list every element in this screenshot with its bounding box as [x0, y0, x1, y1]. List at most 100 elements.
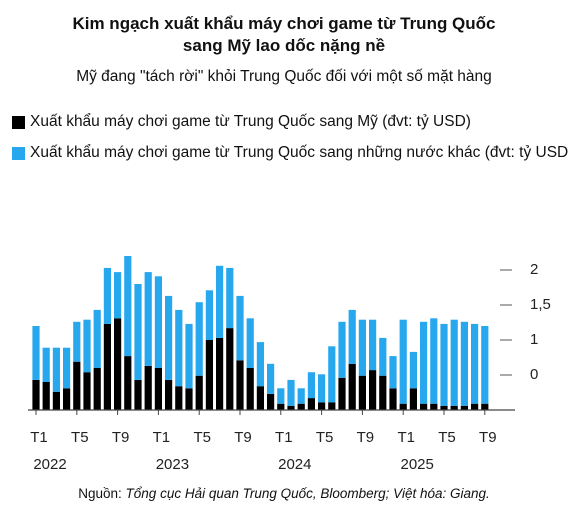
bar-segment	[226, 328, 234, 410]
bar-segment	[236, 295, 244, 361]
x-tick-label: T9	[357, 429, 375, 446]
x-tick-label: T1	[275, 429, 293, 446]
bar-segment	[195, 302, 203, 376]
bar-segment	[93, 368, 101, 410]
bar-segment	[338, 377, 346, 410]
bar-segment	[409, 388, 417, 410]
bar-segment	[471, 403, 479, 410]
bar-segment	[328, 346, 336, 403]
bar-segment	[246, 368, 254, 410]
bar-segment	[307, 398, 315, 410]
chart-subtitle: Mỹ đang "tách rời" khỏi Trung Quốc đối v…	[76, 68, 492, 85]
bar-segment	[420, 403, 428, 410]
bar-segment	[277, 403, 285, 410]
bar-segment	[165, 379, 173, 410]
x-tick-label: T1	[397, 429, 415, 446]
bar-segment	[216, 337, 224, 410]
bar-segment	[379, 337, 387, 376]
year-label: 2022	[33, 456, 66, 473]
bar-segment	[52, 391, 60, 410]
x-tick-label: T9	[479, 429, 497, 446]
bar-segment	[185, 323, 193, 389]
bar-segment	[318, 402, 326, 410]
bar-segment	[430, 318, 438, 404]
bar-segment	[114, 272, 122, 319]
bar-segment	[144, 272, 152, 366]
bar-segment	[287, 379, 295, 406]
bar-segment	[399, 403, 407, 410]
bar-segment	[328, 402, 336, 410]
bar-segment	[42, 382, 50, 410]
bar-segment	[216, 265, 224, 338]
chart-title: Kim ngạch xuất khẩu máy chơi game từ Tru…	[72, 14, 496, 33]
x-tick-label: T9	[112, 429, 130, 446]
x-tick-label: T5	[438, 429, 456, 446]
bar-segment	[450, 319, 458, 406]
bar-segment	[93, 309, 101, 368]
source-label: Nguồn:	[78, 486, 122, 501]
bar-segment	[124, 256, 132, 357]
x-tick-label: T1	[153, 429, 171, 446]
bar-segment	[348, 309, 356, 364]
legend-swatch	[12, 116, 25, 129]
bar-segment	[460, 321, 468, 406]
bar-segment	[379, 375, 387, 410]
bar-segment	[124, 356, 132, 410]
legend-swatch	[12, 147, 25, 160]
x-tick-label: T5	[71, 429, 89, 446]
bar-segment	[73, 361, 81, 410]
bar-segment	[430, 403, 438, 410]
bar-segment	[63, 388, 71, 410]
bar-segment	[205, 340, 213, 410]
y-tick-label: 2	[530, 261, 538, 278]
x-tick-label: T1	[30, 429, 48, 446]
bar-segment	[185, 388, 193, 410]
bar-segment	[144, 365, 152, 410]
bar-segment	[267, 393, 275, 410]
year-label: 2023	[156, 456, 189, 473]
bar-segment	[103, 267, 111, 324]
bar-segment	[358, 319, 366, 376]
bar-segment	[277, 388, 285, 404]
bar-segment	[318, 374, 326, 403]
bar-segment	[165, 295, 173, 380]
bar-segment	[32, 326, 40, 380]
bar-segment	[134, 379, 142, 410]
legend-label: Xuất khẩu máy chơi game từ Trung Quốc sa…	[30, 113, 471, 130]
bar-segment	[154, 276, 162, 368]
bar-segment	[440, 323, 448, 406]
bar-segment	[440, 405, 448, 410]
bar-segment	[460, 405, 468, 410]
bar-segment	[32, 379, 40, 410]
legend-entry: Xuất khẩu máy chơi game từ Trung Quốc sa…	[10, 111, 568, 133]
bar-segment	[236, 360, 244, 410]
bar-segment	[420, 321, 428, 404]
bar-segment	[154, 368, 162, 410]
bar-segment	[389, 356, 397, 389]
bar-segment	[267, 363, 275, 394]
bar-segment	[114, 318, 122, 410]
bar-segment	[481, 326, 489, 404]
bar-segment	[134, 284, 142, 380]
x-tick-label: T5	[193, 429, 211, 446]
bar-segment	[471, 323, 479, 404]
y-tick-label: 0	[530, 366, 538, 383]
bar-segment	[369, 370, 377, 410]
bar-segment	[297, 403, 305, 410]
bar-segment	[83, 372, 91, 410]
legend-label: Xuất khẩu máy chơi game từ Trung Quốc sa…	[30, 144, 568, 161]
bar-segment	[256, 342, 264, 387]
bar-segment	[409, 351, 417, 389]
source: Nguồn: Tổng cục Hải quan Trung Quốc, Blo…	[0, 486, 568, 501]
y-tick-label: 1,5	[530, 296, 551, 313]
bar-segment	[103, 323, 111, 410]
bar-segment	[369, 319, 377, 371]
bar-segment	[338, 321, 346, 378]
bar-segment	[450, 405, 458, 410]
bar-segment	[287, 405, 295, 410]
bar-segment	[256, 386, 264, 410]
bar-segment	[358, 375, 366, 410]
source-text: Tổng cục Hải quan Trung Quốc, Bloomberg;…	[125, 486, 490, 501]
bar-segment	[481, 403, 489, 410]
